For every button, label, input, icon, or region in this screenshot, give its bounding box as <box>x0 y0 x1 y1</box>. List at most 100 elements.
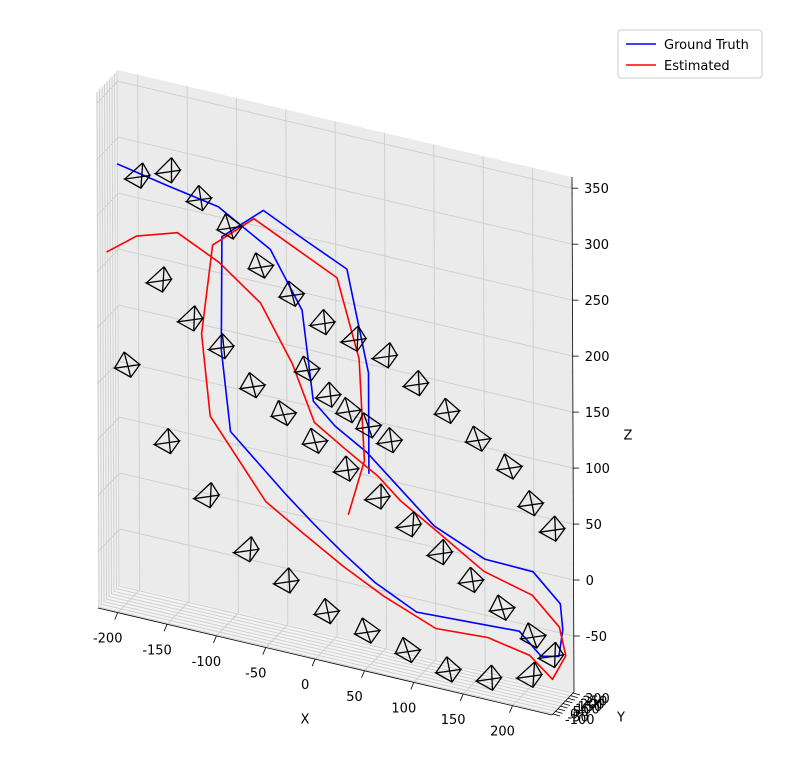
camera-edge <box>496 453 506 471</box>
y-tick-label: 300 <box>585 692 610 707</box>
y-tick-mark <box>570 695 578 699</box>
camera-edge <box>335 397 346 414</box>
camera-base <box>313 393 343 409</box>
camera-marker <box>456 566 486 594</box>
x-tick-label: 50 <box>346 690 363 705</box>
camera-base <box>206 345 236 360</box>
camera-edge <box>344 396 362 411</box>
camera-edge <box>388 427 394 453</box>
camera-edge <box>516 661 535 679</box>
camera-edge <box>362 412 373 439</box>
camera-edge <box>553 642 557 668</box>
grid-line-z <box>95 136 573 245</box>
z-tick-label: 0 <box>586 574 594 589</box>
camera-marker <box>112 351 142 379</box>
camera-edge <box>248 372 257 398</box>
camera-marker <box>313 381 343 409</box>
camera-edge <box>446 656 453 683</box>
camera-edge <box>208 333 223 351</box>
camera-marker <box>215 213 244 240</box>
camera-edge <box>313 598 326 615</box>
camera-edge <box>210 482 220 496</box>
grid-line-x <box>216 97 239 637</box>
camera-edge <box>504 453 523 467</box>
z-tick-label: 100 <box>585 462 610 477</box>
y-axis-label: Y <box>616 711 625 726</box>
camera-base <box>277 292 306 308</box>
camera-edge <box>357 325 367 339</box>
camera-edge <box>389 342 398 356</box>
camera-edge <box>345 455 351 482</box>
z-tick-label: 50 <box>585 518 602 533</box>
camera-edge <box>442 538 453 553</box>
camera-marker <box>537 515 567 543</box>
camera-base <box>112 363 142 379</box>
x-tick-mark <box>410 682 415 690</box>
camera-edge <box>153 428 169 446</box>
camera-base <box>153 169 182 184</box>
camera-edge <box>255 252 266 279</box>
camera-edge <box>171 157 181 171</box>
x-tick-mark <box>262 647 267 655</box>
camera-base <box>338 337 368 353</box>
camera-edge <box>167 427 180 442</box>
grid-line-z <box>96 304 574 413</box>
camera-edge <box>527 622 547 636</box>
camera-marker <box>362 483 392 510</box>
axis-line <box>571 176 575 693</box>
camera-base <box>370 354 399 369</box>
camera-base <box>401 382 430 397</box>
camera-edge <box>517 490 530 508</box>
camera-marker <box>393 636 422 664</box>
camera-edge <box>528 490 536 516</box>
camera-edge <box>354 617 363 635</box>
camera-edge <box>413 511 422 525</box>
camera-edge <box>302 355 312 382</box>
camera-edge <box>371 342 391 360</box>
camera-edge <box>324 597 340 612</box>
camera-edge <box>387 342 391 368</box>
camera-edge <box>444 398 452 424</box>
camera-edge <box>344 397 353 423</box>
camera-edge <box>255 252 274 266</box>
camera-base <box>184 197 214 212</box>
camera-edge <box>278 280 290 298</box>
camera-marker <box>307 308 337 336</box>
y-tick-mark <box>555 710 563 714</box>
camera-edge <box>361 617 372 644</box>
camera-edge <box>301 427 312 445</box>
camera-base <box>307 321 337 336</box>
camera-base <box>433 668 463 683</box>
legend-label: Ground Truth <box>664 38 749 53</box>
grid-line-y <box>96 91 554 715</box>
camera-edge <box>310 427 328 442</box>
camera-edge <box>221 333 226 359</box>
camera-edge <box>198 185 204 211</box>
camera-marker <box>514 661 544 689</box>
grid-line-x <box>512 167 536 707</box>
camera-edge <box>239 372 250 390</box>
x-tick-label: 150 <box>441 713 466 728</box>
camera-edge <box>470 566 485 581</box>
y-tick-mark <box>557 708 566 712</box>
y-tick-label: 100 <box>575 703 600 718</box>
grid-line-x <box>364 132 388 672</box>
camera-edge <box>355 412 364 430</box>
x-tick-label: 200 <box>490 725 515 740</box>
camera-edge <box>532 662 536 688</box>
camera-edge <box>376 427 390 445</box>
camera-markers <box>112 157 567 692</box>
camera-edge <box>177 305 196 323</box>
camera-edge <box>198 184 213 199</box>
camera-edge <box>380 483 391 497</box>
camera-marker <box>153 157 182 184</box>
camera-edge <box>193 305 196 331</box>
camera-base <box>122 174 152 189</box>
camera-edge <box>388 427 403 441</box>
y-tick-label: 50 <box>573 705 590 720</box>
grid-line-y <box>104 84 561 707</box>
camera-edge <box>435 656 448 674</box>
camera-base <box>231 548 261 563</box>
camera-edge <box>328 381 342 396</box>
camera-base <box>331 467 361 483</box>
